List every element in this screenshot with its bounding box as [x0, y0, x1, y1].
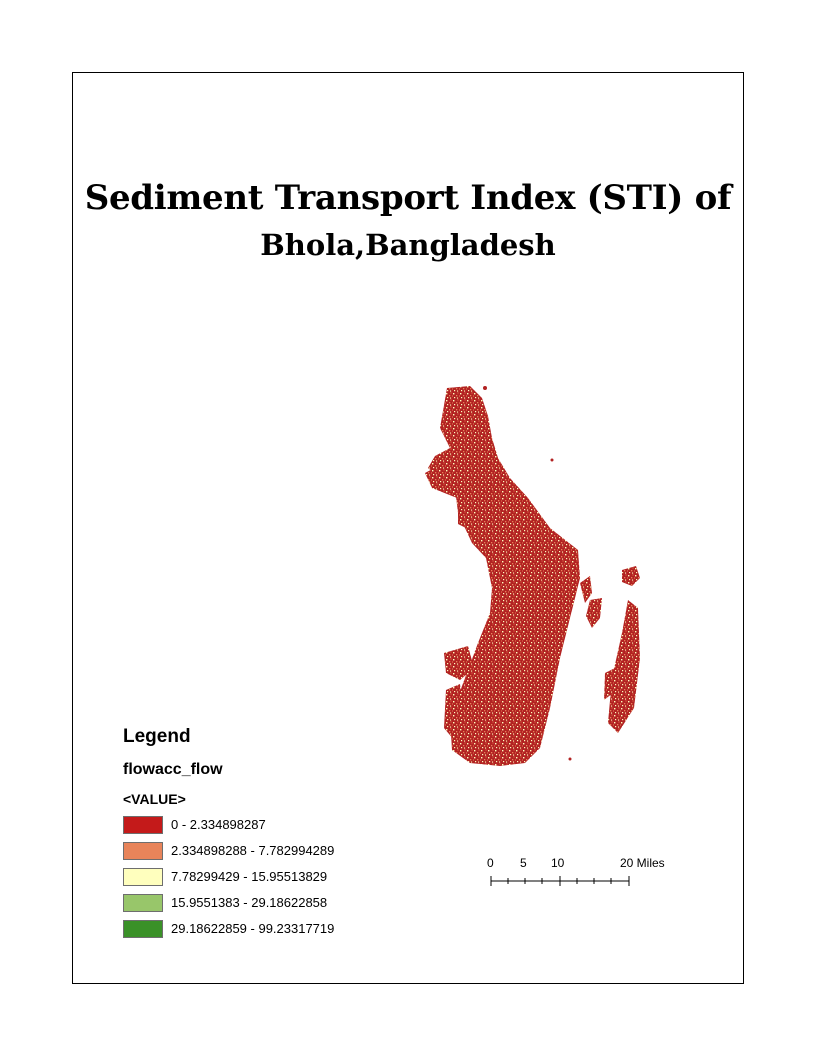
legend-item-label: 7.78299429 - 15.95513829 — [171, 869, 328, 884]
scale-tick-label: 5 — [520, 856, 527, 870]
islet-dot — [550, 458, 554, 462]
islet-dot — [568, 757, 572, 761]
scale-tick-label: 20 Miles — [620, 856, 665, 870]
legend-heading: Legend — [123, 726, 191, 747]
legend-item-label: 15.9551383 - 29.18622858 — [171, 895, 328, 910]
map-legend: Legend flowacc_flow <VALUE> 0 - 2.334898… — [123, 726, 383, 956]
legend-item-label: 0 - 2.334898287 — [171, 817, 266, 832]
map-subtitle: Bhola,Bangladesh — [260, 228, 556, 262]
bhola-island-map — [425, 386, 640, 766]
scale-bar: 0 5 10 20 Miles — [484, 854, 684, 894]
scale-bar-graphic — [490, 876, 630, 886]
legend-item: 15.9551383 - 29.18622858 — [123, 894, 383, 914]
eastern-island-shape — [622, 566, 640, 586]
legend-item-label: 29.18622859 - 99.23317719 — [171, 921, 335, 936]
map-title: Sediment Transport Index (STI) of — [84, 178, 732, 218]
legend-swatch — [123, 868, 163, 886]
western-islet-shape — [458, 506, 480, 530]
legend-item: 0 - 2.334898287 — [123, 816, 383, 836]
western-islet-shape — [444, 684, 464, 740]
western-islet-shape — [444, 646, 474, 680]
legend-field-name: <VALUE> — [123, 791, 186, 807]
islet-dot — [483, 386, 487, 390]
eastern-island-shape — [608, 600, 640, 733]
legend-swatch — [123, 920, 163, 938]
scale-tick-label: 0 — [487, 856, 494, 870]
legend-layer-name: flowacc_flow — [123, 761, 223, 778]
legend-item: 2.334898288 - 7.782994289 — [123, 842, 383, 862]
legend-swatch — [123, 842, 163, 860]
eastern-islet-shape — [586, 598, 602, 628]
legend-swatch — [123, 894, 163, 912]
map-layout-frame — [72, 72, 744, 984]
legend-swatch — [123, 816, 163, 834]
eastern-islet-shape — [604, 668, 615, 700]
legend-item-label: 2.334898288 - 7.782994289 — [171, 843, 335, 858]
north-west-island-shape — [425, 458, 480, 503]
legend-item: 7.78299429 - 15.95513829 — [123, 868, 383, 888]
eastern-islet-shape — [580, 576, 592, 603]
legend-item: 29.18622859 - 99.23317719 — [123, 920, 383, 940]
scale-tick-label: 10 — [551, 856, 565, 870]
